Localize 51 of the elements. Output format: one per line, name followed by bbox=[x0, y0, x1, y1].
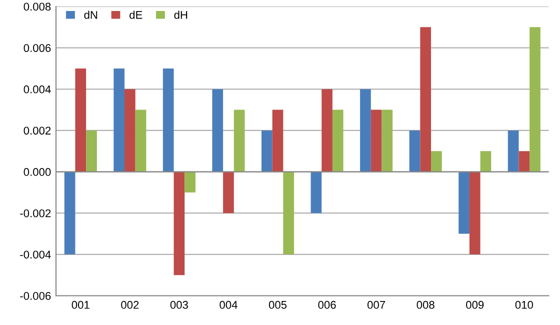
x-tick-label: 005 bbox=[268, 300, 287, 309]
x-tick-label: 010 bbox=[515, 300, 533, 309]
x-tick-label: 002 bbox=[121, 300, 139, 309]
bar bbox=[480, 151, 492, 172]
y-tick-label: -0.002 bbox=[20, 209, 51, 218]
x-tick-label: 008 bbox=[416, 300, 434, 309]
legend-label: dN bbox=[84, 10, 98, 19]
bar bbox=[382, 110, 393, 172]
bar bbox=[64, 172, 76, 254]
bar bbox=[469, 172, 480, 254]
bar bbox=[518, 151, 530, 172]
bar bbox=[272, 110, 284, 172]
bar bbox=[174, 172, 185, 276]
bar bbox=[431, 151, 442, 172]
y-tick-label: 0.004 bbox=[24, 85, 51, 94]
y-tick-label: 0.008 bbox=[24, 2, 51, 11]
bar bbox=[508, 130, 519, 172]
bar bbox=[409, 130, 420, 172]
bar bbox=[114, 68, 124, 172]
x-tick-label: 003 bbox=[170, 300, 188, 309]
bar bbox=[223, 172, 234, 214]
bar bbox=[332, 110, 344, 172]
x-tick-label: 006 bbox=[318, 300, 336, 309]
bar bbox=[184, 172, 196, 192]
x-tick-label: 007 bbox=[367, 300, 386, 309]
legend-label: dE bbox=[130, 10, 142, 19]
y-tick-label: 0.000 bbox=[24, 168, 51, 176]
bar bbox=[135, 110, 146, 172]
bar bbox=[370, 110, 382, 172]
x-tick-label: 009 bbox=[466, 300, 484, 309]
y-tick-label: 0.002 bbox=[24, 126, 51, 135]
bar bbox=[322, 89, 332, 172]
bar bbox=[75, 68, 86, 172]
bar bbox=[530, 27, 540, 172]
bar bbox=[310, 172, 322, 214]
legend-label: dH bbox=[174, 10, 188, 19]
bar bbox=[262, 130, 272, 172]
bar bbox=[86, 130, 97, 172]
bar bbox=[212, 89, 224, 172]
x-tick-label: 001 bbox=[72, 300, 90, 309]
bar bbox=[458, 172, 470, 234]
x-tick-label: 004 bbox=[220, 300, 238, 309]
y-tick-label: -0.006 bbox=[20, 292, 51, 300]
bar bbox=[162, 68, 174, 172]
bar bbox=[420, 27, 432, 172]
bar bbox=[360, 89, 371, 172]
y-tick-label: 0.006 bbox=[24, 44, 51, 52]
y-tick-label: -0.004 bbox=[20, 250, 51, 259]
bar bbox=[283, 172, 294, 254]
bar bbox=[124, 89, 136, 172]
bar bbox=[234, 110, 245, 172]
